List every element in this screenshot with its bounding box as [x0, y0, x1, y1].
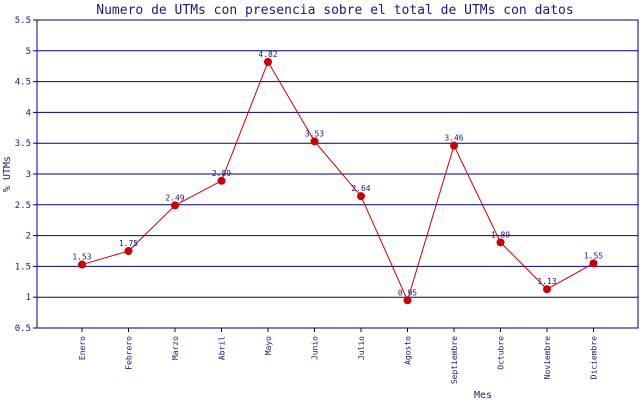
data-point	[217, 176, 226, 185]
x-tick-label: Marzo	[171, 336, 180, 360]
y-tick-label: 4	[26, 108, 31, 118]
y-tick-label: 5	[26, 47, 31, 57]
data-label: 1.53	[72, 253, 91, 262]
x-tick-label: Agosto	[404, 336, 413, 365]
plot-frame	[36, 19, 639, 329]
x-tick-label: Noviembre	[543, 336, 552, 380]
data-label: 3.53	[305, 129, 324, 138]
data-label: 1.55	[584, 251, 603, 260]
x-tick-labels: Enero Febrero Marzo Abril Mayo Junio Julio Agos…	[78, 336, 599, 384]
x-tick-label: Diciembre	[590, 336, 599, 380]
x-tick-label: Enero	[78, 336, 87, 360]
x-tick-label: Mayo	[264, 336, 273, 355]
data-label: 0.95	[398, 288, 417, 297]
data-point	[496, 238, 505, 247]
x-axis-label: Mes	[474, 390, 492, 400]
y-tick-label: 3.5	[15, 139, 31, 149]
data-point	[589, 259, 598, 268]
y-tick-label: 3	[26, 170, 31, 180]
x-tick-label: Julio	[357, 336, 366, 360]
y-tick-label: 0.5	[15, 324, 31, 334]
data-label: 3.46	[444, 134, 463, 143]
x-tick-label: Abril	[218, 336, 227, 360]
y-tick-label: 2	[26, 232, 31, 242]
data-point	[124, 247, 133, 255]
x-tick-label: Junio	[311, 336, 320, 360]
data-label: 4.82	[258, 50, 277, 59]
y-tick-label: 1	[26, 293, 31, 303]
y-tick-labels: 0.5 1 1.5 2 2.5 3 3.5 4 4.5 5 5.5	[15, 16, 31, 334]
data-point	[543, 285, 551, 294]
data-point	[171, 201, 179, 210]
data-label: 2.89	[212, 169, 231, 178]
data-label: 2.64	[351, 184, 370, 193]
x-tick-label: Febrero	[125, 336, 134, 370]
data-label: 2.49	[165, 193, 184, 202]
data-label-layer: 1.53 1.75 2.49 2.89 4.82 3.53 2.64 0.95 3.46 1.89…	[72, 50, 603, 297]
data-point	[78, 260, 86, 269]
x-tick-label: Septiembre	[450, 336, 459, 384]
data-label: 1.13	[537, 277, 556, 286]
data-point	[264, 57, 272, 66]
y-tick-label: 1.5	[15, 262, 31, 272]
data-point	[450, 141, 458, 150]
data-point	[357, 192, 365, 201]
data-label: 1.75	[119, 239, 138, 248]
data-point	[403, 296, 412, 305]
y-tick-label: 5.5	[15, 16, 31, 26]
y-tick-label: 2.5	[15, 201, 31, 211]
series-layer	[78, 57, 598, 305]
data-point	[310, 137, 319, 146]
data-label: 1.89	[491, 230, 510, 239]
series-line	[81, 60, 594, 302]
y-tick-label: 4.5	[15, 78, 31, 88]
y-axis-label: % UTMs	[2, 156, 13, 192]
chart-title: Numero de UTMs con presencia sobre el to…	[96, 3, 573, 18]
x-tick-label: Octubre	[497, 336, 506, 370]
